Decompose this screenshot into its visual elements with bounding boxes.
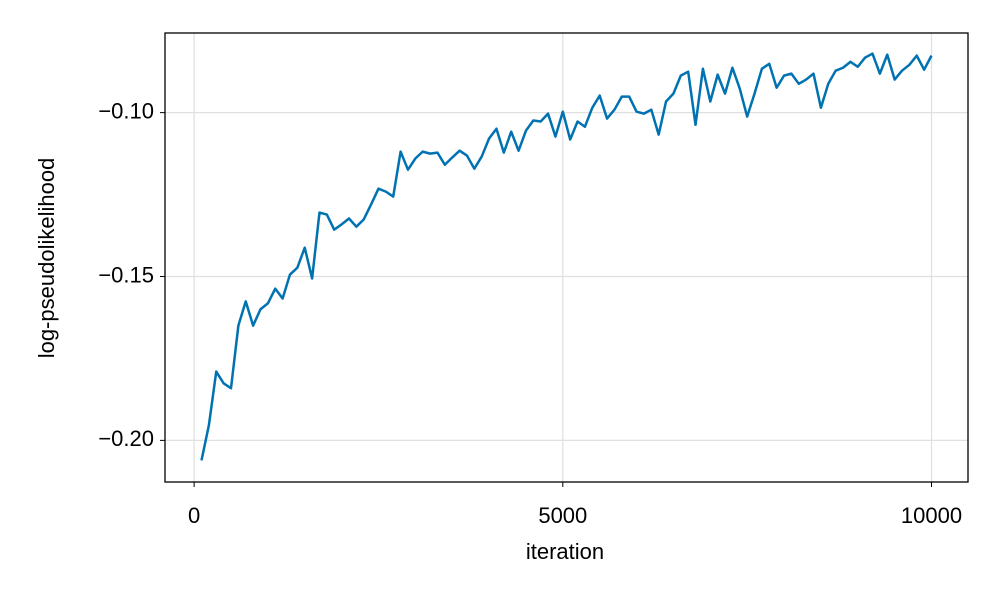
x-tick-label: 5000: [538, 503, 587, 528]
y-tick-label: −0.20: [98, 426, 154, 451]
x-axis-label: iteration: [526, 539, 604, 564]
plot-frame: [164, 32, 969, 483]
x-tick-label: 10000: [901, 503, 962, 528]
y-tick-label: −0.15: [98, 262, 154, 287]
x-tick-label: 0: [188, 503, 200, 528]
y-axis-label: log-pseudolikelihood: [34, 158, 59, 359]
y-tick-label: −0.10: [98, 98, 154, 123]
data-line: [200, 52, 933, 461]
